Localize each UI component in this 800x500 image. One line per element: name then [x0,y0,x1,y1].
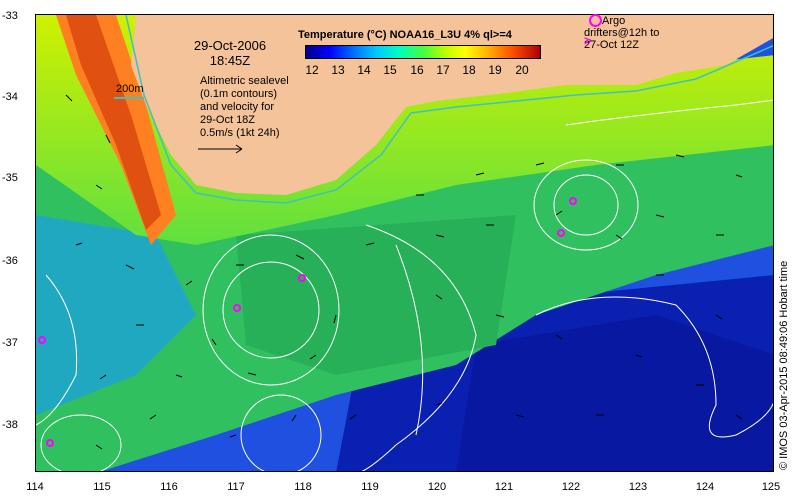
colorbar-tick: 15 [383,63,397,77]
lat-label: -34 [2,91,18,103]
info-line: Altimetric sealevel [200,75,289,87]
colorbar-tick: 12 [305,63,319,77]
argo-legend-line: drifters@12h to [584,27,660,39]
cold-water-region-2 [456,315,773,471]
lon-label: 115 [93,481,111,493]
info-line: 29-Oct 18Z [200,114,256,126]
colorbar-tick: 19 [488,63,502,77]
lon-label: 116 [160,481,178,493]
lon-label: 124 [695,481,715,493]
sst-map-svg [36,15,773,471]
leeuwin-current-core [66,15,161,230]
argo-legend: Argo drifters@12h to 27-Oct 12Z [584,15,659,51]
info-line: 0.5m/s (1kt 24h) [200,127,280,139]
lon-label: 120 [427,481,447,493]
date-label: 29-Oct-2006 [193,38,267,53]
argo-circle-icon [589,14,602,27]
lat-label: -38 [2,419,18,431]
lon-label: 125 [761,481,781,493]
time-label: 18:45Z [209,53,251,68]
land-mass [131,15,773,195]
velocity-arrows [65,94,743,450]
sealevel-info: Altimetric sealevel (0.1m contours) and … [200,75,320,140]
colorbar-tick: 16 [410,63,424,77]
isobath-scale-label: 200m [116,83,144,95]
colorbar-title: Temperature (°C) NOAA16_L3U 4% ql>=4 [298,29,512,41]
isobath-scale-line [114,97,144,99]
info-line: and velocity for [200,101,274,113]
argo-arrow-icon: > [584,33,592,48]
colorbar-tick: 14 [357,63,371,77]
colorbar-tick: 17 [436,63,450,77]
lon-label: 122 [561,481,581,493]
argo-legend-line: Argo [602,15,626,27]
lon-label: 121 [494,481,514,493]
lon-label: 123 [628,481,648,493]
velocity-scale-arrow-icon [198,144,243,154]
isobath-200m [125,15,773,204]
lat-label: -37 [2,337,18,349]
sst-map [35,14,774,472]
credit-text: © IMOS 03-Apr-2015 08:49:06 Hobart time [778,260,790,470]
lon-label: 117 [227,481,245,493]
argo-legend-line: 27-Oct 12Z [584,39,640,51]
lon-label: 114 [26,481,44,493]
info-line: (0.1m contours) [200,88,278,100]
argo-drifters [38,197,577,447]
date-time: 29-Oct-2006 18:45Z [180,38,280,68]
colorbar-tick: 13 [331,63,345,77]
colorbar [305,45,541,59]
cyan-region [36,215,196,415]
colorbar-tick: 18 [462,63,476,77]
sealevel-contours [36,99,773,471]
lon-label: 119 [361,481,379,493]
lat-label: -33 [2,10,18,22]
lat-label: -35 [2,172,18,184]
mid-temp-region-2 [236,215,516,375]
colorbar-tick: 20 [515,63,529,77]
lat-label: -36 [2,255,18,267]
lon-label: 118 [294,481,312,493]
